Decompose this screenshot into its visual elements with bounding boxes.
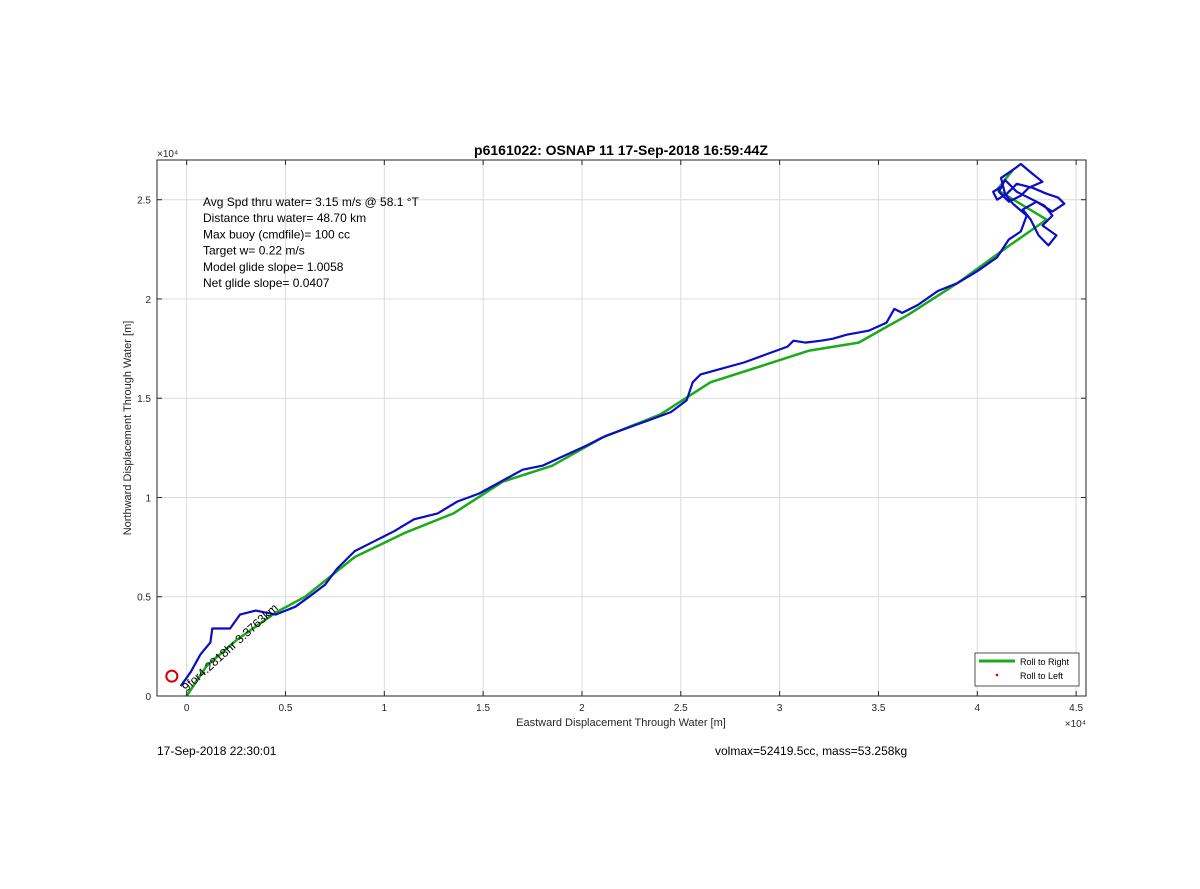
- y-tick-label: 1.5: [137, 394, 151, 405]
- legend-label-roll-left: Roll to Left: [1020, 671, 1064, 681]
- x-axis-exponent: ×10⁴: [1065, 719, 1086, 730]
- y-tick-label: 2: [145, 295, 151, 306]
- x-tick-label: 0: [184, 703, 190, 714]
- annotation-line: Max buoy (cmdfile)= 100 cc: [203, 227, 350, 241]
- plot-area-frame: [156, 159, 1087, 697]
- annotation-line: Avg Spd thru water= 3.15 m/s @ 58.1 °T: [203, 195, 420, 209]
- start-marker: [165, 669, 179, 683]
- y-tick-label: 0.5: [137, 593, 151, 604]
- y-tick-label: 2.5: [137, 196, 151, 207]
- annotation-line: Target w= 0.22 m/s: [203, 244, 305, 258]
- chart-title: p6161022: OSNAP 11 17-Sep-2018 16:59:44Z: [474, 142, 768, 158]
- footer-timestamp: 17-Sep-2018 22:30:01: [157, 744, 277, 758]
- y-tick-label: 1: [145, 493, 151, 504]
- x-tick-label: 1: [382, 703, 388, 714]
- axis-ticks: 0 0.5 1 1.5 2 2.5 3 3.5 4 4.5 0 0.5 1 1.5 2 2.5: [137, 160, 1086, 714]
- x-tick-label: 0.5: [279, 703, 293, 714]
- footer-vehicle-params: volmax=52419.5cc, mass=53.258kg: [715, 744, 908, 758]
- x-tick-label: 1.5: [476, 703, 490, 714]
- legend-label-roll-right: Roll to Right: [1020, 657, 1070, 667]
- legend: Roll to Right Roll to Left: [974, 652, 1080, 687]
- annotation-line: Model glide slope= 1.0058: [203, 260, 344, 274]
- x-tick-label: 2.5: [674, 703, 688, 714]
- x-tick-label: 3.5: [872, 703, 886, 714]
- x-tick-label: 3: [777, 703, 783, 714]
- x-axis-label: Eastward Displacement Through Water [m]: [516, 717, 726, 729]
- x-tick-label: 2: [579, 703, 585, 714]
- series-line-roll-right: [185, 169, 1048, 697]
- x-tick-label: 4: [975, 703, 981, 714]
- annotation-line: Net glide slope= 0.0407: [203, 276, 330, 290]
- data-series: [165, 162, 1066, 697]
- y-tick-label: 0: [145, 692, 151, 703]
- legend-dot-roll-left: [995, 673, 999, 677]
- y-axis-label: Northward Displacement Through Water [m]: [122, 321, 134, 536]
- x-tick-label: 4.5: [1069, 703, 1083, 714]
- annotation-line: Distance thru water= 48.70 km: [203, 211, 366, 225]
- series-line-dive-track: [179, 162, 1066, 687]
- y-axis-exponent: ×10⁴: [157, 149, 178, 160]
- legend-box: [974, 652, 1080, 687]
